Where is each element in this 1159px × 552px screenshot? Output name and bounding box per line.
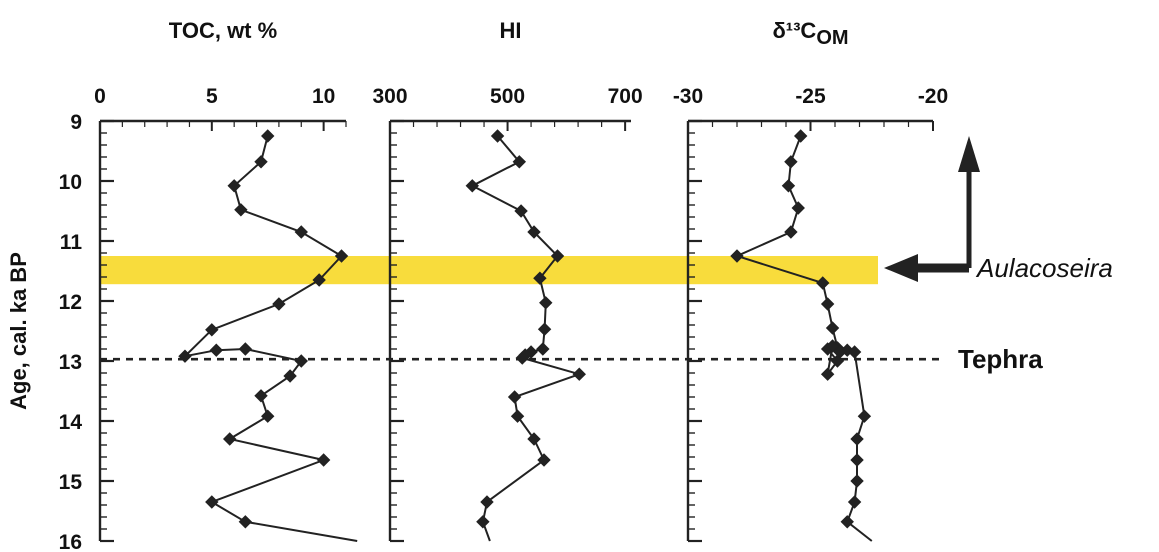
data-point [730,249,744,263]
x-tick-label: 700 [608,85,643,108]
left-arrow-head-icon [884,254,918,282]
annotation-arrows [884,136,980,282]
data-point [550,249,565,263]
panels: 0 5 10 TOC, wt % 300 500 700 HI -30 -25 -20 δ¹³COM [94,18,948,543]
y-axis-label: Age, cal. ka BP [6,252,31,410]
data-point [527,432,541,446]
data-point [514,204,528,218]
data-point [480,495,494,509]
data-point [294,225,308,239]
data-point [572,367,586,381]
x-tick-label: -20 [918,85,948,108]
data-point [820,367,835,381]
data-point [527,225,541,239]
data-point [510,409,525,423]
x-tick-label: 10 [312,85,335,108]
series-line [470,135,583,542]
data-point [234,203,248,217]
data-point [507,390,522,404]
data-point [847,495,862,509]
x-tick-label: -30 [673,85,703,108]
panel-title-subscript: OM [816,27,848,49]
panel-3: -30 -25 -20 δ¹³COM [673,18,948,543]
y-tick-label: 12 [59,291,82,314]
data-point [316,453,331,467]
data-point [476,515,490,529]
data-point [465,179,479,193]
y-tick-label: 13 [59,351,82,374]
data-point [205,323,219,337]
data-point [539,296,553,310]
data-point [254,389,268,403]
data-point [512,155,527,169]
data-point [283,369,297,383]
y-tick-label: 16 [59,531,82,552]
data-point [533,271,547,285]
data-point [850,453,864,467]
up-arrow-head-icon [958,136,980,172]
data-point [490,129,505,143]
panel-title: TOC, wt % [169,18,277,43]
panel-2: 300 500 700 HI [372,18,643,543]
y-tick-label: 10 [59,171,82,194]
data-point [205,495,219,509]
data-point [312,273,326,287]
data-point [784,155,798,169]
tephra-label: Tephra [958,344,1043,374]
data-point [791,201,805,215]
data-point [537,453,551,467]
data-point [537,322,552,336]
data-point [223,432,237,446]
data-point [781,179,796,193]
data-point [238,515,253,529]
y-axis: 9 10 11 12 13 14 15 16 [59,111,83,552]
data-point [820,297,835,311]
x-tick-label: -25 [795,85,826,108]
data-point [272,297,286,311]
aulacoseira-highlight-band [100,256,878,285]
data-point [850,432,864,446]
data-point [261,129,275,143]
data-point [857,409,872,423]
data-point [209,343,223,357]
panel-1: 0 5 10 TOC, wt % [94,18,358,543]
y-tick-label: 15 [59,471,83,494]
y-tick-label: 14 [59,411,83,434]
data-point [793,129,808,143]
data-point [536,342,550,356]
x-tick-label: 0 [94,85,106,108]
data-point [227,179,241,193]
data-point [825,339,840,353]
series-line [181,135,358,542]
x-tick-label: 5 [206,85,218,108]
data-point [850,474,864,488]
data-point [784,225,798,239]
data-point [261,409,275,423]
data-point [238,342,253,356]
data-point [825,321,840,335]
panel-title: δ¹³COM [772,18,848,49]
y-tick-label: 9 [70,111,82,134]
x-tick-label: 300 [372,85,407,108]
data-point [254,155,268,169]
aulacoseira-label: Aulacoseira [975,253,1113,283]
y-tick-label: 11 [60,231,83,254]
data-point [840,515,854,529]
x-tick-label: 500 [490,85,525,108]
data-point [816,276,830,290]
panel-title: HI [500,18,522,43]
data-point [334,249,349,263]
